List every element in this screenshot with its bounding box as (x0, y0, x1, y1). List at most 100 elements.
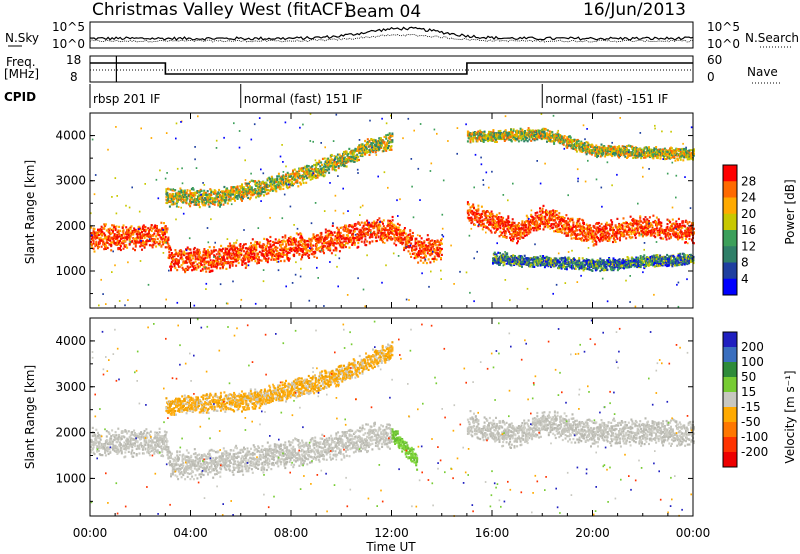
scatter-cell (118, 232, 121, 236)
scatter-cell (335, 249, 338, 252)
scatter-cell (352, 239, 355, 242)
scatter-cell (366, 143, 369, 146)
scatter-cell (430, 246, 433, 249)
scatter-cell (328, 171, 331, 174)
scatter-cell (389, 236, 392, 239)
scatter-cell (234, 196, 237, 199)
scatter-cell (677, 234, 680, 237)
scatter-cell (309, 239, 311, 242)
scatter-cell (121, 226, 124, 229)
scatter-cell (559, 227, 562, 230)
scatter-cell (417, 243, 420, 246)
scatter-cell (175, 205, 178, 208)
scatter-cell (584, 235, 587, 238)
scatter-cell (331, 161, 334, 164)
scatter-cell (103, 226, 106, 229)
scatter-cell (372, 222, 375, 225)
scatter-cell (352, 157, 355, 160)
scatter-cell (322, 167, 325, 170)
scatter-cell (142, 234, 145, 238)
scatter-cell (531, 216, 534, 219)
scatter-cell (141, 239, 144, 243)
scatter-cell (641, 221, 644, 224)
scatter-cell (109, 227, 112, 230)
scatter-cell (549, 225, 552, 228)
scatter-cell (552, 226, 555, 229)
scatter-cell (287, 257, 289, 260)
scatter-cell (612, 236, 615, 239)
scatter-cell (114, 227, 117, 230)
scatter-cell (367, 227, 370, 230)
scatter-cell (498, 235, 501, 238)
scatter-cell (102, 240, 105, 243)
scatter-cell (113, 226, 116, 229)
scatter-cell (214, 190, 217, 193)
scatter-cell (504, 225, 507, 228)
scatter-cell (286, 187, 289, 190)
scatter-cell (182, 201, 185, 204)
scatter-cell (373, 231, 376, 234)
scatter-cell (365, 231, 368, 234)
scatter-cell (571, 228, 574, 231)
noise-left-tick-top: 10^5 (52, 20, 85, 34)
scatter-cell (326, 241, 329, 244)
scatter-cell (641, 234, 644, 237)
scatter-cell (127, 233, 130, 237)
scatter-cell (113, 233, 116, 236)
scatter-cell (628, 229, 631, 232)
scatter-cell (218, 252, 221, 255)
scatter-cell (209, 188, 212, 191)
scatter-cell (602, 232, 605, 235)
scatter-cell (279, 241, 282, 244)
scatter-cell (263, 243, 266, 246)
scatter-cell (555, 228, 558, 231)
scatter-cell (356, 228, 359, 231)
scatter-cell (201, 197, 204, 200)
scatter-cell (246, 255, 249, 258)
scatter-cell (554, 221, 557, 224)
scatter-cell (103, 248, 106, 251)
scatter-cell (213, 250, 216, 253)
scatter-cell (368, 153, 371, 156)
cpid-label: CPID (4, 90, 36, 104)
scatter-cell (119, 239, 121, 242)
scatter-cell (242, 245, 245, 248)
scatter-cell (403, 227, 406, 230)
scatter-cell (327, 248, 330, 251)
scatter-cell (320, 231, 323, 235)
scatter-cell (284, 234, 287, 237)
scatter-cell (209, 263, 212, 267)
scatter-cell (376, 219, 379, 222)
scatter-cell (612, 228, 615, 232)
scatter-cell (119, 243, 121, 246)
scatter-cell (316, 256, 318, 259)
scatter-cell (202, 265, 205, 268)
noise-right-tick-bottom: 10^0 (707, 37, 740, 51)
scatter-cell (255, 196, 258, 199)
scatter-cell (230, 262, 233, 265)
scatter-cell (489, 221, 492, 224)
scatter-cell (165, 188, 168, 191)
scatter-cell (185, 195, 188, 199)
scatter-cell (427, 246, 430, 249)
scatter-cell (510, 229, 513, 232)
scatter-cell (471, 220, 474, 224)
scatter-cell (134, 249, 136, 252)
scatter-cell (609, 224, 612, 227)
scatter-cell (411, 247, 413, 250)
scatter-cell (489, 214, 492, 217)
scatter-cell (152, 243, 155, 246)
scatter-cell (135, 230, 138, 233)
scatter-cell (480, 223, 483, 227)
scatter-cell (439, 251, 442, 254)
scatter-cell (284, 240, 287, 243)
scatter-cell (374, 233, 376, 236)
scatter-cell (582, 219, 585, 222)
scatter-cell (354, 237, 357, 240)
scatter-cell (491, 226, 494, 229)
scatter-cell (228, 242, 231, 245)
scatter-cell (511, 235, 514, 238)
scatter-cell (337, 165, 340, 168)
scatter-cell (98, 241, 101, 245)
scatter-cell (243, 250, 245, 253)
